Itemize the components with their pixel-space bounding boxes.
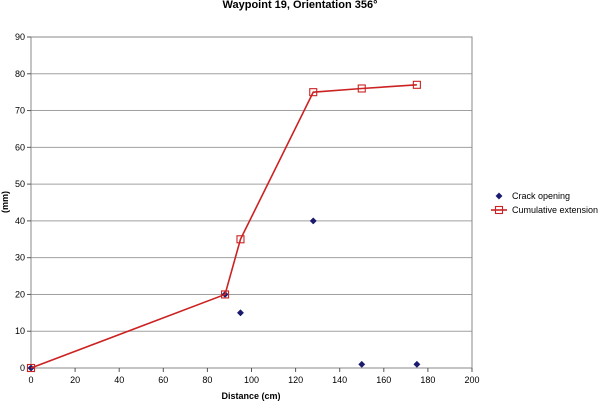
data-point <box>358 360 366 368</box>
x-tick-label: 60 <box>158 375 168 385</box>
legend: Crack opening Cumulative extension <box>491 191 598 215</box>
data-point <box>236 309 245 317</box>
y-axis-label: (mm) <box>0 191 10 213</box>
legend-label: Crack opening <box>512 191 570 201</box>
legend-marker <box>494 205 504 215</box>
chart-title: Waypoint 19, Orientation 356° <box>223 0 378 11</box>
x-tick-label: 140 <box>332 375 347 385</box>
x-tick-label: 80 <box>202 375 212 385</box>
y-tick-label: 90 <box>15 32 25 42</box>
y-tick-label: 30 <box>15 253 25 263</box>
x-tick-label: 40 <box>114 375 124 385</box>
data-point <box>413 360 421 368</box>
y-tick-label: 60 <box>15 142 25 152</box>
data-point <box>220 290 230 299</box>
series <box>26 80 421 373</box>
y-tick-label: 40 <box>15 216 25 226</box>
y-tick-label: 80 <box>15 69 25 79</box>
plot-area <box>30 36 473 369</box>
legend-label: Cumulative extension <box>512 205 598 215</box>
x-tick-label: 160 <box>376 375 391 385</box>
data-point <box>26 363 36 373</box>
data-point <box>357 84 366 93</box>
x-tick-label: 20 <box>70 375 80 385</box>
x-tick-label: 100 <box>244 375 259 385</box>
legend-item: Cumulative extension <box>491 205 598 215</box>
data-point <box>309 88 318 97</box>
data-point <box>412 80 421 89</box>
data-point <box>309 217 317 225</box>
series-line <box>30 84 417 369</box>
y-tick-label: 20 <box>15 289 25 299</box>
legend-marker <box>495 192 503 200</box>
x-tick-label: 200 <box>464 375 479 385</box>
x-tick-label: 0 <box>28 375 33 385</box>
y-tick-label: 70 <box>15 106 25 116</box>
series-2 <box>26 80 421 373</box>
x-axis-label: Distance (cm) <box>221 391 280 401</box>
y-tick-label: 0 <box>20 363 25 373</box>
legend-item: Crack opening <box>495 191 570 201</box>
y-tick-label: 10 <box>15 326 25 336</box>
gridlines <box>31 36 472 332</box>
x-tick-label: 180 <box>420 375 435 385</box>
data-point <box>236 235 245 244</box>
x-tick-label: 120 <box>288 375 303 385</box>
y-tick-label: 50 <box>15 179 25 189</box>
